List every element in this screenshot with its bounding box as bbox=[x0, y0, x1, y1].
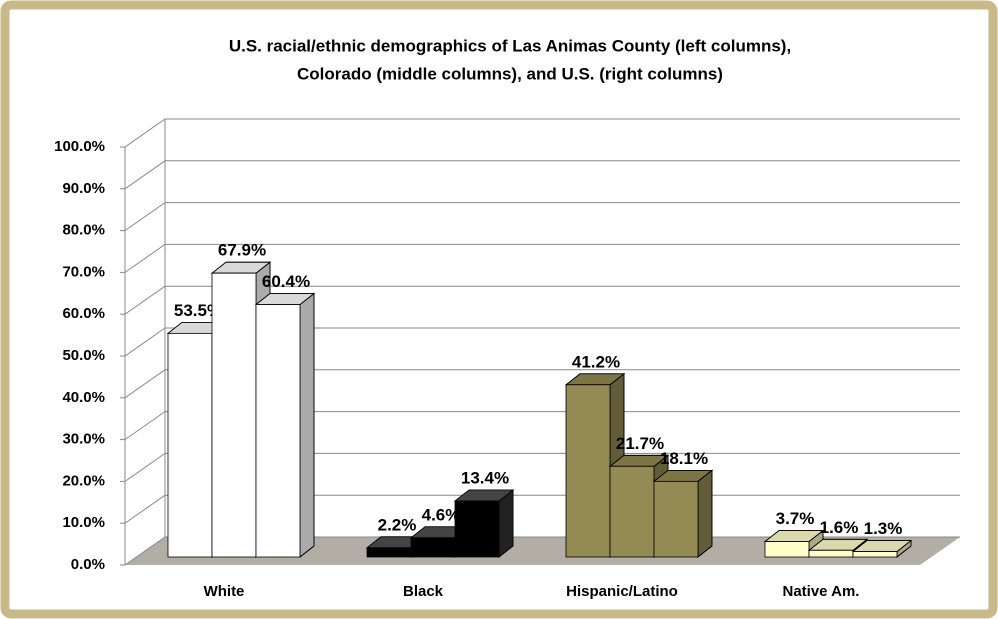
bar bbox=[167, 332, 213, 558]
bar bbox=[565, 384, 611, 558]
grid-line bbox=[124, 118, 166, 148]
y-tick-label: 50.0% bbox=[62, 347, 105, 364]
grid-line bbox=[124, 452, 166, 482]
bar bbox=[454, 500, 500, 558]
y-tick-label: 10.0% bbox=[62, 514, 105, 531]
grid-line bbox=[124, 494, 166, 524]
floor bbox=[125, 537, 960, 565]
grid-line bbox=[124, 411, 166, 441]
value-label: 53.5% bbox=[174, 301, 222, 320]
x-tick-label: White bbox=[204, 583, 245, 600]
bar bbox=[852, 551, 898, 558]
y-tick-label: 100.0% bbox=[54, 138, 105, 155]
bar bbox=[609, 465, 655, 558]
value-label: 21.7% bbox=[616, 434, 664, 453]
x-tick-label: Hispanic/Latino bbox=[566, 583, 678, 600]
grid-line bbox=[124, 327, 166, 357]
y-tick-label: 20.0% bbox=[62, 472, 105, 489]
grid-line bbox=[124, 369, 166, 399]
y-tick-label: 70.0% bbox=[62, 263, 105, 280]
grid-line bbox=[124, 160, 166, 190]
bar bbox=[255, 304, 301, 558]
bar bbox=[211, 272, 257, 558]
value-label: 2.2% bbox=[378, 515, 417, 534]
bar bbox=[366, 547, 412, 558]
y-tick-label: 60.0% bbox=[62, 305, 105, 322]
x-tick-label: Native Am. bbox=[783, 583, 860, 600]
grid-line bbox=[124, 285, 166, 315]
value-label: 18.1% bbox=[660, 449, 708, 468]
value-label: 60.4% bbox=[262, 272, 310, 291]
bar bbox=[808, 549, 854, 558]
bar-side-shade bbox=[498, 489, 514, 558]
value-label: 3.7% bbox=[776, 509, 815, 528]
chart-title: U.S. racial/ethnic demographics of Las A… bbox=[229, 36, 791, 55]
grid-line bbox=[124, 243, 166, 273]
grid-line bbox=[124, 536, 166, 566]
y-tick-label: 0.0% bbox=[71, 556, 105, 573]
value-label: 41.2% bbox=[572, 352, 620, 371]
y-tick-label: 80.0% bbox=[62, 222, 105, 239]
bar bbox=[764, 541, 810, 558]
grid-line bbox=[124, 202, 166, 232]
y-tick-label: 30.0% bbox=[62, 431, 105, 448]
value-label: 1.3% bbox=[864, 519, 903, 538]
bar bbox=[653, 480, 699, 558]
value-label: 4.6% bbox=[422, 505, 461, 524]
y-tick-label: 90.0% bbox=[62, 180, 105, 197]
value-label: 1.6% bbox=[820, 518, 859, 537]
value-label: 67.9% bbox=[218, 241, 266, 260]
bar-side-shade bbox=[697, 469, 713, 558]
x-tick-label: Black bbox=[403, 583, 444, 600]
value-label: 13.4% bbox=[461, 468, 509, 487]
chart-title: Colorado (middle columns), and U.S. (rig… bbox=[297, 64, 723, 83]
bar-side-shade bbox=[299, 292, 315, 558]
y-tick-label: 40.0% bbox=[62, 389, 105, 406]
bar bbox=[410, 537, 456, 558]
